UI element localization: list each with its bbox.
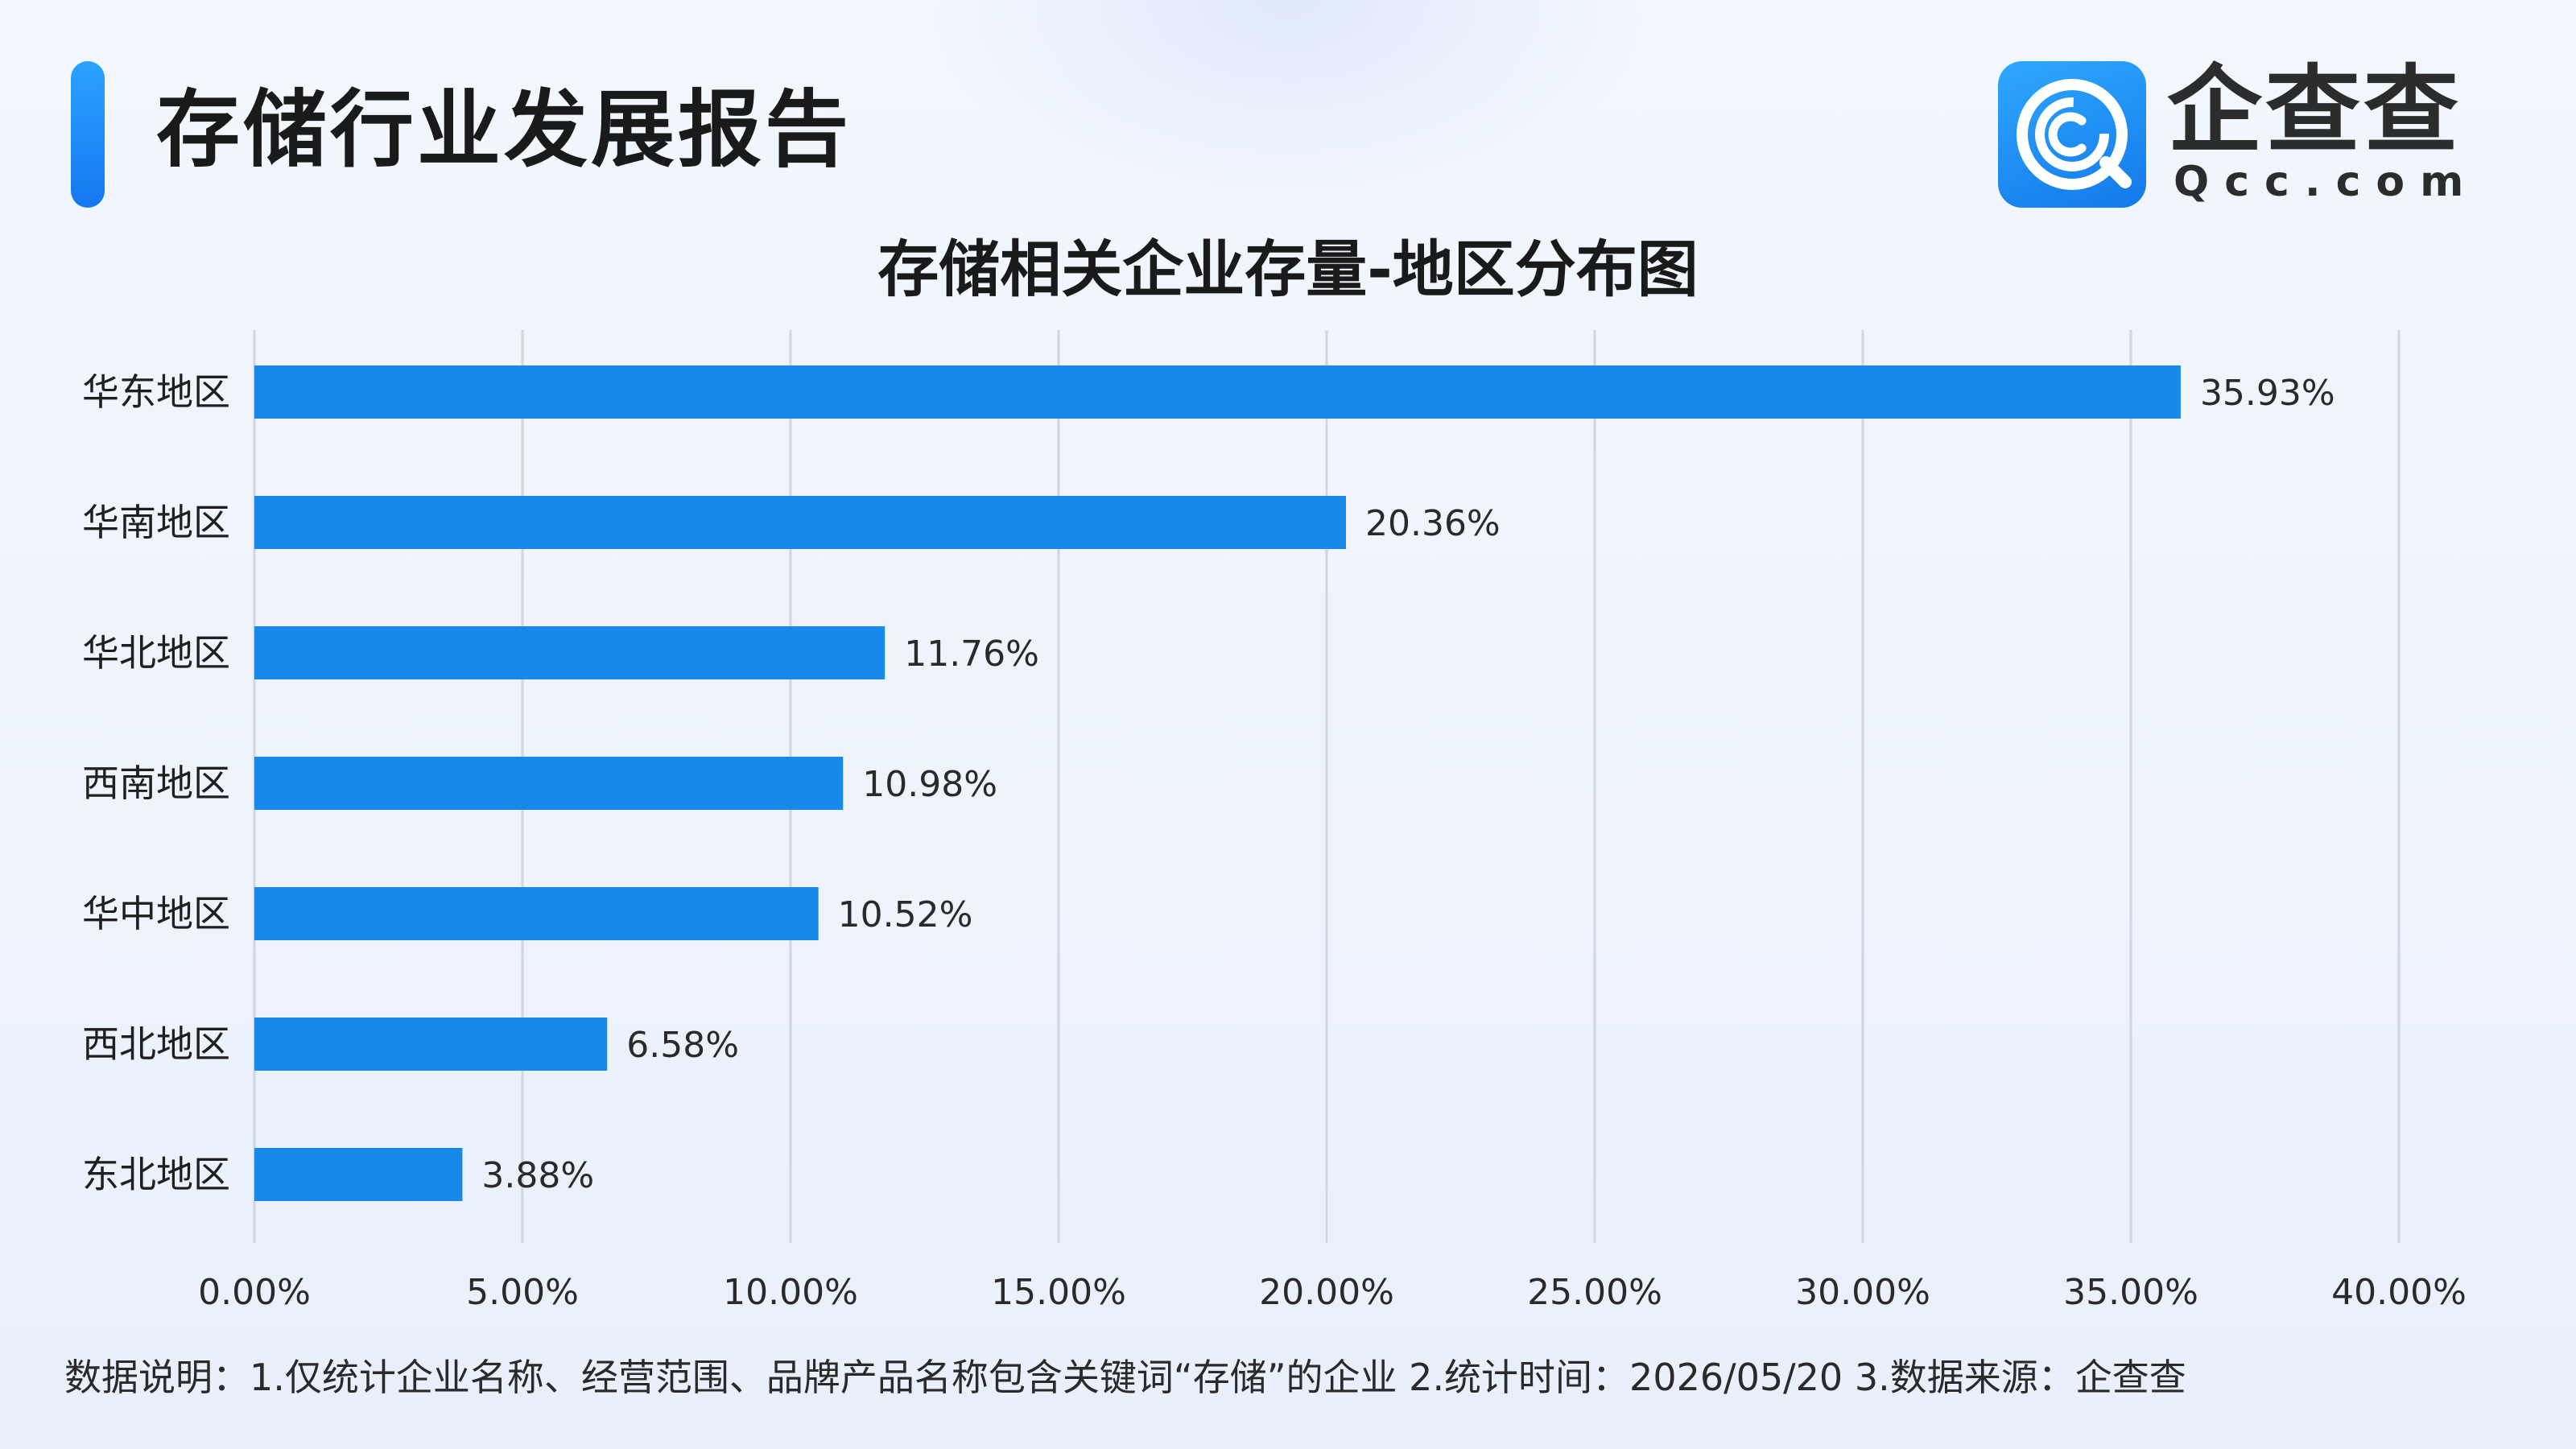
value-label: 11.76%: [904, 634, 1039, 675]
category-label: 西北地区: [82, 1022, 230, 1066]
data-footnote: 数据说明：1.仅统计企业名称、经营范围、品牌产品名称包含关键词“存储”的企业 2…: [64, 1356, 2186, 1399]
x-tick-label: 0.00%: [198, 1272, 311, 1313]
bar: [254, 626, 886, 679]
qcc-logo-icon: [1998, 61, 2146, 208]
value-label: 35.93%: [2200, 373, 2335, 414]
x-tick-label: 20.00%: [1259, 1272, 1394, 1313]
value-label: 20.36%: [1365, 503, 1501, 544]
chart-title: 存储相关企业存量-地区分布图: [877, 233, 1699, 305]
category-label: 华南地区: [82, 501, 230, 544]
category-label: 东北地区: [82, 1153, 230, 1196]
x-tick-label: 15.00%: [991, 1272, 1126, 1313]
logo-name-cn: 企查查: [2167, 55, 2462, 166]
value-label: 10.52%: [838, 894, 973, 935]
bar: [254, 757, 844, 810]
category-label: 西南地区: [82, 762, 230, 805]
value-label: 10.98%: [862, 764, 997, 805]
report-title: 存储行业发展报告: [156, 80, 852, 179]
value-label: 3.88%: [481, 1155, 594, 1196]
x-tick-label: 40.00%: [2331, 1272, 2467, 1313]
x-tick-label: 35.00%: [2063, 1272, 2198, 1313]
category-label: 华东地区: [82, 370, 230, 414]
bar: [254, 887, 819, 940]
category-label: 华北地区: [82, 631, 230, 675]
bar: [254, 496, 1346, 549]
x-tick-label: 5.00%: [466, 1272, 579, 1313]
logo-name-en: Qcc.com: [2174, 158, 2479, 206]
bar: [254, 1018, 608, 1071]
title-accent-bar: [71, 61, 105, 208]
x-tick-label: 30.00%: [1795, 1272, 1930, 1313]
bar: [254, 1148, 463, 1201]
x-tick-label: 25.00%: [1527, 1272, 1662, 1313]
bar: [254, 365, 2181, 419]
value-label: 6.58%: [626, 1025, 739, 1066]
category-label: 华中地区: [82, 892, 230, 935]
x-tick-label: 10.00%: [723, 1272, 858, 1313]
